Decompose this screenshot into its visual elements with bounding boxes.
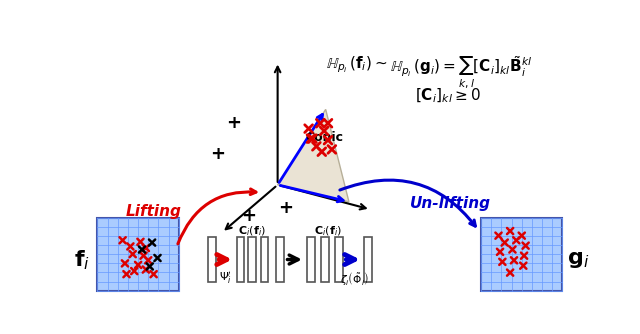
Text: $\mathbb{H}_{p_i}\,(\mathbf{g}_i) = \sum_{k,l}[\mathbf{C}_i]_{kl}\tilde{\mathbf{: $\mathbb{H}_{p_i}\,(\mathbf{g}_i) = \sum… (390, 54, 532, 90)
Bar (237, 237, 244, 282)
Bar (97, 217, 179, 291)
Text: $[\mathbf{C}_i]_{kl} \geq 0$: $[\mathbf{C}_i]_{kl} \geq 0$ (415, 86, 481, 105)
Bar (335, 237, 343, 282)
Bar (276, 237, 284, 282)
Text: $\mathbb{H}_{p_i}\,(\mathbf{f}_i) \sim$: $\mathbb{H}_{p_i}\,(\mathbf{f}_i) \sim$ (326, 54, 388, 74)
Text: $\mathbf{f}_i$: $\mathbf{f}_i$ (74, 248, 90, 272)
Text: +: + (211, 145, 225, 163)
Text: $\mathbf{g}_i$: $\mathbf{g}_i$ (567, 250, 589, 270)
Text: +: + (241, 207, 257, 225)
Text: $\Psi_i^{\prime}$: $\Psi_i^{\prime}$ (220, 270, 232, 286)
Bar (208, 237, 216, 282)
Text: $\zeta_i\left(\tilde{\Phi}_i\right)$: $\zeta_i\left(\tilde{\Phi}_i\right)$ (340, 270, 369, 288)
Bar (248, 237, 256, 282)
Text: Lifting: Lifting (125, 203, 182, 218)
Text: Un-lifting: Un-lifting (410, 196, 491, 211)
Text: +: + (226, 114, 241, 132)
Bar (321, 237, 329, 282)
Text: Conic: Conic (305, 131, 343, 144)
Text: +: + (278, 199, 293, 217)
Bar (481, 217, 563, 291)
Bar (307, 237, 315, 282)
Text: $\mathbf{C}_i(\mathbf{f}_i)$: $\mathbf{C}_i(\mathbf{f}_i)$ (314, 224, 342, 238)
Polygon shape (278, 109, 349, 202)
Bar (260, 237, 268, 282)
Bar (364, 237, 372, 282)
Text: $\mathbf{C}_i(\mathbf{f}_i)$: $\mathbf{C}_i(\mathbf{f}_i)$ (238, 224, 266, 238)
